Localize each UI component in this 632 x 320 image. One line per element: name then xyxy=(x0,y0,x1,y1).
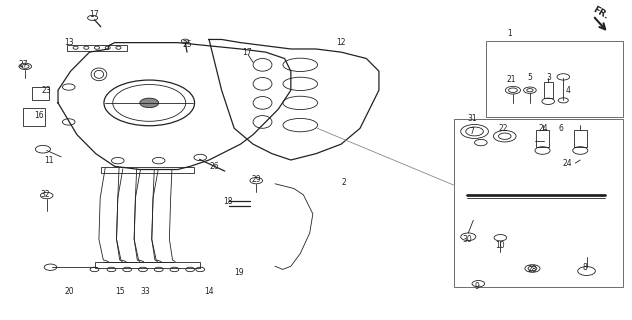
Text: 25: 25 xyxy=(182,40,192,49)
Text: 8: 8 xyxy=(583,263,588,272)
Bar xyxy=(454,119,623,287)
Text: 24: 24 xyxy=(563,159,573,168)
Text: 18: 18 xyxy=(223,197,233,206)
Text: 11: 11 xyxy=(44,156,53,164)
Text: 30: 30 xyxy=(462,235,472,244)
Text: 20: 20 xyxy=(64,287,74,296)
Text: 14: 14 xyxy=(204,287,214,296)
Text: 27: 27 xyxy=(18,60,28,69)
Text: 5: 5 xyxy=(528,73,532,82)
Bar xyxy=(23,108,46,126)
Text: 17: 17 xyxy=(90,10,99,19)
Bar xyxy=(536,130,549,147)
Text: 21: 21 xyxy=(506,75,516,84)
Text: 29: 29 xyxy=(252,174,261,184)
Text: 3: 3 xyxy=(547,73,551,82)
Text: 17: 17 xyxy=(242,48,252,57)
Text: 32: 32 xyxy=(40,190,51,199)
Text: 7: 7 xyxy=(470,127,475,136)
Bar xyxy=(32,87,49,100)
Text: 9: 9 xyxy=(474,282,479,292)
Text: 1: 1 xyxy=(507,28,512,38)
Text: FR.: FR. xyxy=(592,5,611,21)
Bar xyxy=(486,41,623,117)
Circle shape xyxy=(140,98,159,108)
Bar xyxy=(101,167,194,173)
Text: 6: 6 xyxy=(559,124,564,133)
Text: 22: 22 xyxy=(499,124,508,133)
Bar xyxy=(544,82,553,98)
Text: 23: 23 xyxy=(42,86,51,95)
Bar xyxy=(68,45,127,51)
Text: 24: 24 xyxy=(539,124,549,133)
Text: 2: 2 xyxy=(342,178,347,187)
Text: 13: 13 xyxy=(64,38,74,47)
Bar xyxy=(95,261,200,268)
Text: 12: 12 xyxy=(336,38,346,47)
Text: 10: 10 xyxy=(495,241,505,250)
Text: 26: 26 xyxy=(209,162,219,171)
Text: 31: 31 xyxy=(467,114,477,123)
Text: 16: 16 xyxy=(34,111,44,120)
Bar xyxy=(574,130,586,147)
Text: 33: 33 xyxy=(140,287,150,296)
Text: 4: 4 xyxy=(565,86,570,95)
Text: 15: 15 xyxy=(115,287,125,296)
Text: 19: 19 xyxy=(234,268,244,277)
Text: 28: 28 xyxy=(527,265,537,274)
